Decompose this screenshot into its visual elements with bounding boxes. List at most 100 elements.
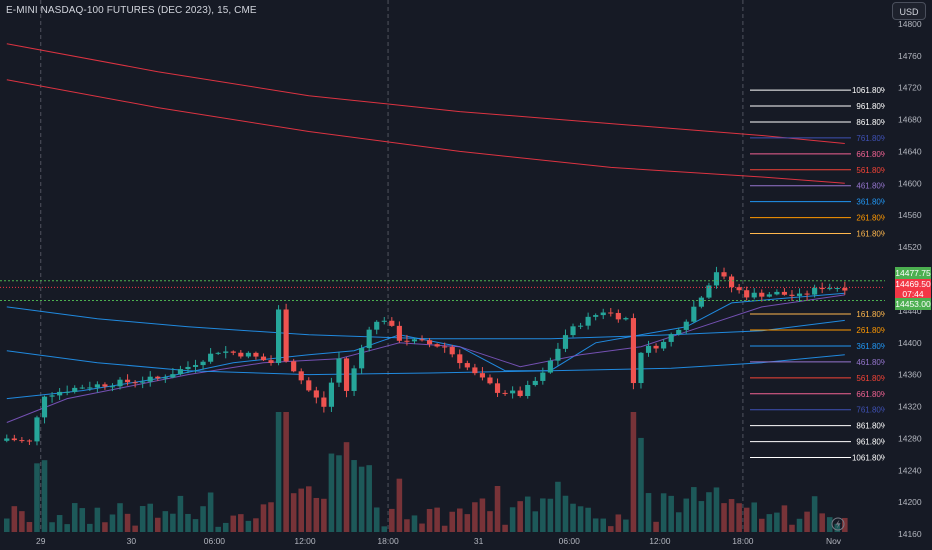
- volume-bar: [668, 495, 674, 532]
- current-price-tag: 14469.50 07:44: [895, 279, 931, 299]
- candle-body: [630, 318, 636, 384]
- lightning-icon[interactable]: [831, 517, 845, 531]
- fib-level-label: 861.80%: [856, 422, 888, 431]
- candle-body: [532, 380, 538, 385]
- volume-bar: [94, 507, 101, 532]
- volume-bar: [524, 496, 531, 532]
- time-axis[interactable]: 29 30 06:00 12:00 18:00 31 06:00 12:00 18:00 Nov: [36, 536, 842, 546]
- price-axis-label: 14720: [898, 83, 922, 93]
- volume-bar: [479, 498, 486, 532]
- volume-bar: [638, 437, 644, 532]
- price-axis-label: 14640: [898, 146, 922, 156]
- candle-body: [827, 288, 833, 290]
- price-axis-label: 14800: [898, 19, 922, 29]
- volume-bar: [570, 503, 576, 532]
- volume-bar: [336, 455, 342, 532]
- volume-bar: [321, 498, 327, 532]
- candle-body: [834, 287, 840, 289]
- volume-bar: [449, 511, 455, 532]
- candle-body: [608, 312, 614, 314]
- candle-body: [653, 345, 659, 349]
- volume-bar: [404, 519, 410, 532]
- volume-bar: [343, 442, 350, 532]
- volume-bar: [109, 514, 116, 532]
- volume-bar: [328, 453, 335, 532]
- candle-body: [706, 285, 712, 298]
- price-axis-label: 14560: [898, 210, 922, 220]
- volume-bar: [358, 466, 365, 532]
- volume-bar: [736, 503, 742, 532]
- volume-bar: [781, 505, 788, 532]
- fib-level-label: 561.80%: [856, 374, 888, 383]
- candle-body: [449, 347, 455, 355]
- candle-body: [321, 397, 327, 407]
- price-axis-label: 14440: [898, 306, 922, 316]
- candle-body: [404, 340, 410, 342]
- time-axis-label: 06:00: [204, 536, 226, 546]
- volume-bar: [562, 495, 569, 532]
- fib-level-label: 561.80%: [856, 166, 888, 175]
- price-axis-label: 14200: [898, 497, 922, 507]
- volume-bar: [411, 515, 418, 532]
- candle-body: [359, 348, 365, 369]
- candle-body: [547, 360, 553, 373]
- candle-body: [41, 396, 48, 418]
- volume-bar: [306, 486, 312, 532]
- candle-body: [87, 387, 93, 389]
- fib-level-label: 1061.80%: [852, 86, 888, 95]
- volume-bar: [804, 511, 810, 532]
- volume-bar: [645, 493, 652, 532]
- volume-bar: [842, 517, 848, 532]
- candle-body: [804, 293, 810, 295]
- candle-body: [472, 367, 478, 374]
- time-axis-label: 29: [36, 536, 46, 546]
- volume-bar: [540, 498, 546, 532]
- volume-bar: [298, 488, 304, 532]
- volume-bar: [56, 515, 63, 532]
- fib-level-label: 761.80%: [856, 134, 888, 143]
- candle-body: [736, 287, 742, 291]
- price-axis-label: 14360: [898, 370, 922, 380]
- volume-bar: [170, 513, 176, 532]
- candle-body: [593, 315, 599, 317]
- fib-level-label: 961.80%: [856, 438, 888, 447]
- candle-body: [298, 371, 304, 381]
- candle-body: [260, 356, 267, 361]
- volume-bar: [49, 522, 55, 532]
- candle-body: [411, 339, 418, 342]
- candle-body: [502, 392, 508, 394]
- volume-bar: [789, 524, 795, 532]
- candle-body: [698, 297, 704, 307]
- currency-button[interactable]: USD: [892, 2, 926, 20]
- moving-averages: [6, 43, 845, 423]
- moving-average-line: [6, 43, 845, 144]
- volume-bar: [826, 517, 833, 532]
- volume-bar: [396, 478, 403, 532]
- volume-bar: [351, 460, 357, 532]
- candle-body: [479, 373, 485, 378]
- candle-body: [691, 306, 697, 322]
- moving-average-line: [6, 292, 845, 400]
- volume-bar: [721, 503, 727, 532]
- time-axis-label: 12:00: [294, 536, 316, 546]
- candle-body: [638, 352, 644, 384]
- candle-body: [676, 329, 682, 335]
- volume-bar: [698, 501, 705, 532]
- volume-bar: [215, 526, 221, 532]
- candle-body: [525, 384, 531, 396]
- fib-level-label: 361.80%: [856, 342, 888, 351]
- candle-body: [4, 438, 10, 441]
- candle-body: [64, 391, 70, 393]
- volume-bar: [147, 503, 153, 532]
- candle-body: [766, 294, 772, 297]
- candle-body: [510, 390, 516, 394]
- candle-body: [26, 440, 32, 442]
- volume-bar: [796, 518, 803, 532]
- candle-body: [661, 341, 667, 349]
- fib-level-label: 161.80%: [856, 230, 888, 239]
- volume-bar: [238, 514, 244, 532]
- volume-bar: [26, 522, 33, 532]
- volume-bar: [268, 502, 274, 532]
- candle-body: [381, 320, 387, 322]
